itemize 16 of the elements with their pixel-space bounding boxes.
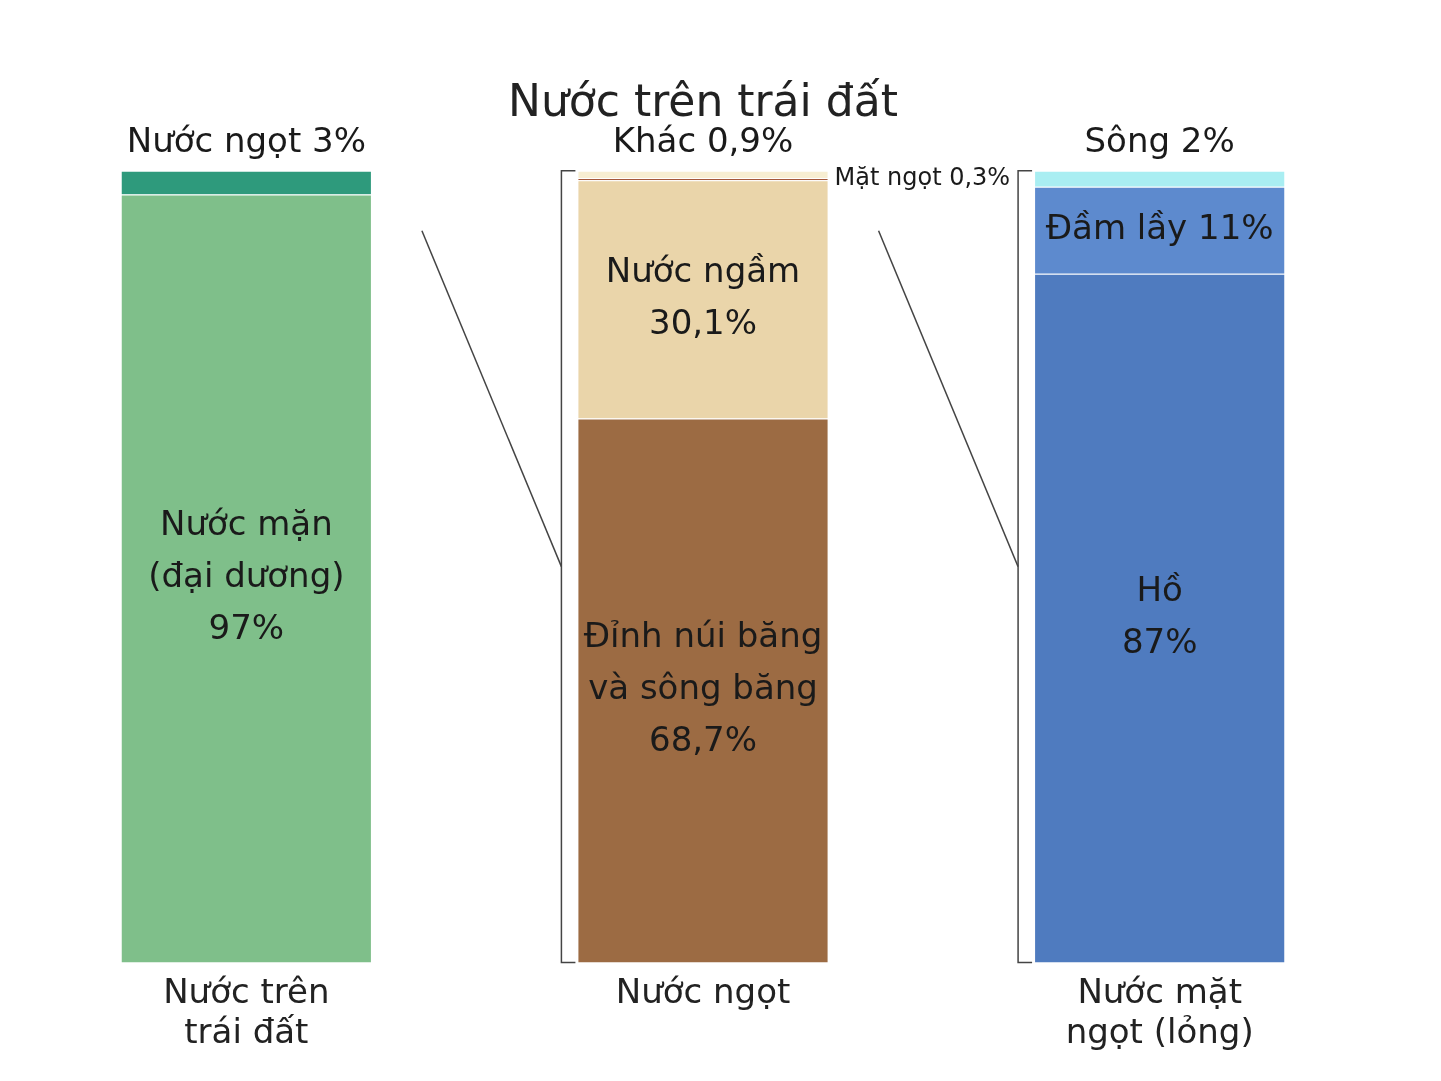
text: Khác 0,9% (612, 119, 794, 160)
series-label: Đỉnh núi băng và sông băng (583, 615, 823, 708)
text: Sông 2% (1084, 119, 1235, 160)
text: Đầm lầy 11% (1045, 207, 1274, 247)
x-tick-label: Nước mặt ngọt (lỏng) (1065, 970, 1254, 1052)
data-label: 97% (208, 607, 285, 648)
text: Nước ngọt 3% (126, 119, 366, 160)
data-label: 87% (1121, 620, 1198, 661)
x-tick-label: Nước trên trái đất (163, 970, 330, 1052)
text: Mặt ngọt 0,3% (834, 163, 1011, 192)
data-label: 30,1% (648, 302, 758, 343)
series-label: Nước mặn (đại dương) (148, 503, 345, 596)
series-label: Hồ (1136, 568, 1183, 609)
x-tick-label: Nước ngọt (615, 970, 791, 1011)
data-label: 68,7% (648, 719, 758, 760)
series-label: Nước ngầm (605, 250, 801, 291)
